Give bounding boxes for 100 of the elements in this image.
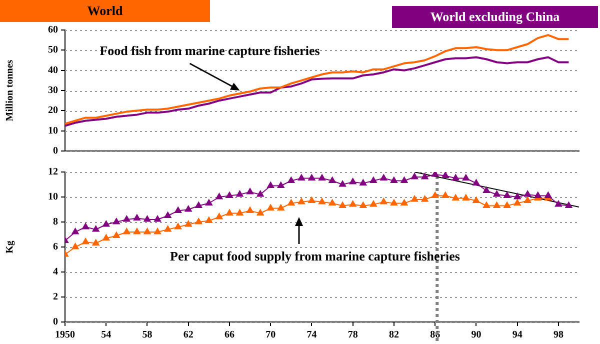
point xyxy=(154,216,162,222)
point xyxy=(288,176,295,183)
x-tick-label: 66 xyxy=(224,330,234,341)
point xyxy=(390,176,398,183)
point xyxy=(482,186,490,193)
point xyxy=(154,228,162,234)
point xyxy=(462,194,470,200)
x-tick-label: 74 xyxy=(306,330,317,341)
point xyxy=(410,196,418,202)
point xyxy=(205,216,212,223)
point xyxy=(226,209,234,216)
point xyxy=(493,190,500,197)
point xyxy=(112,232,120,238)
point xyxy=(390,199,398,206)
point xyxy=(504,192,511,198)
point xyxy=(256,190,264,197)
point xyxy=(92,239,100,246)
y-tick-label: 4 xyxy=(53,266,58,278)
y-axis-title: Million tonnes xyxy=(4,60,16,122)
point xyxy=(123,216,130,222)
point xyxy=(442,192,449,198)
point xyxy=(482,202,490,208)
point xyxy=(288,199,295,206)
point xyxy=(92,226,100,232)
point xyxy=(72,243,79,250)
point xyxy=(339,202,346,208)
text: World xyxy=(0,0,210,22)
point xyxy=(216,193,223,200)
point xyxy=(504,202,511,208)
x-tick-label: 98 xyxy=(553,330,564,341)
point xyxy=(472,179,480,186)
point xyxy=(349,178,356,184)
point xyxy=(174,223,182,230)
annotation: Per caput food supply from marine capture fisheries xyxy=(170,248,460,264)
y-tick-label: 0 xyxy=(53,316,58,328)
point xyxy=(298,198,305,204)
x-tick-label: 78 xyxy=(348,330,358,341)
x-tick-label: 1950 xyxy=(55,330,75,341)
x-tick-label: 62 xyxy=(183,330,194,341)
point xyxy=(123,228,130,234)
point xyxy=(421,173,428,180)
y-tick-label: 40 xyxy=(48,64,58,76)
point xyxy=(360,179,367,186)
point xyxy=(421,196,428,202)
point xyxy=(164,226,172,232)
point xyxy=(226,192,234,198)
y-tick-label: 20 xyxy=(48,105,58,116)
point xyxy=(216,213,223,220)
point xyxy=(256,209,264,216)
x-tick-label: 90 xyxy=(471,330,482,341)
point xyxy=(308,196,316,203)
point xyxy=(112,218,120,224)
point xyxy=(184,206,192,212)
text: World excluding China xyxy=(392,6,598,28)
point xyxy=(184,220,192,227)
point xyxy=(349,200,356,207)
annotation: Food fish from marine capture fisheries xyxy=(100,42,320,58)
point xyxy=(472,196,480,203)
point xyxy=(565,202,572,208)
point xyxy=(442,172,449,178)
point xyxy=(246,206,254,213)
point xyxy=(72,228,79,234)
y-tick-label: 0 xyxy=(53,146,58,157)
point xyxy=(370,200,377,207)
point xyxy=(102,234,110,240)
point xyxy=(534,192,542,198)
y-tick-label: 6 xyxy=(53,242,58,253)
y-tick-label: 8 xyxy=(53,216,58,228)
y-tick-label: 60 xyxy=(48,24,58,36)
point xyxy=(277,204,284,210)
point xyxy=(514,199,521,206)
point xyxy=(544,192,552,198)
point xyxy=(144,228,151,234)
point xyxy=(524,190,532,197)
x-tick-label: 54 xyxy=(101,330,112,341)
x-tick-label: 82 xyxy=(388,330,399,341)
point xyxy=(195,218,202,224)
y-axis-title: Kg xyxy=(4,240,16,254)
point xyxy=(493,202,500,208)
point xyxy=(514,193,521,200)
point xyxy=(308,174,316,180)
point xyxy=(339,180,346,187)
point xyxy=(82,223,90,230)
point xyxy=(380,174,388,180)
point xyxy=(82,238,90,244)
point xyxy=(370,176,377,183)
point xyxy=(133,228,140,234)
point xyxy=(205,199,212,206)
y-tick-label: 50 xyxy=(48,44,58,56)
point xyxy=(554,200,562,207)
y-tick-label: 10 xyxy=(48,192,58,203)
point xyxy=(432,192,439,198)
point xyxy=(164,212,172,218)
point xyxy=(195,202,202,208)
point xyxy=(380,198,388,204)
point xyxy=(236,209,244,216)
point xyxy=(298,174,305,180)
point xyxy=(246,188,254,194)
point xyxy=(133,214,140,220)
point xyxy=(267,182,274,188)
